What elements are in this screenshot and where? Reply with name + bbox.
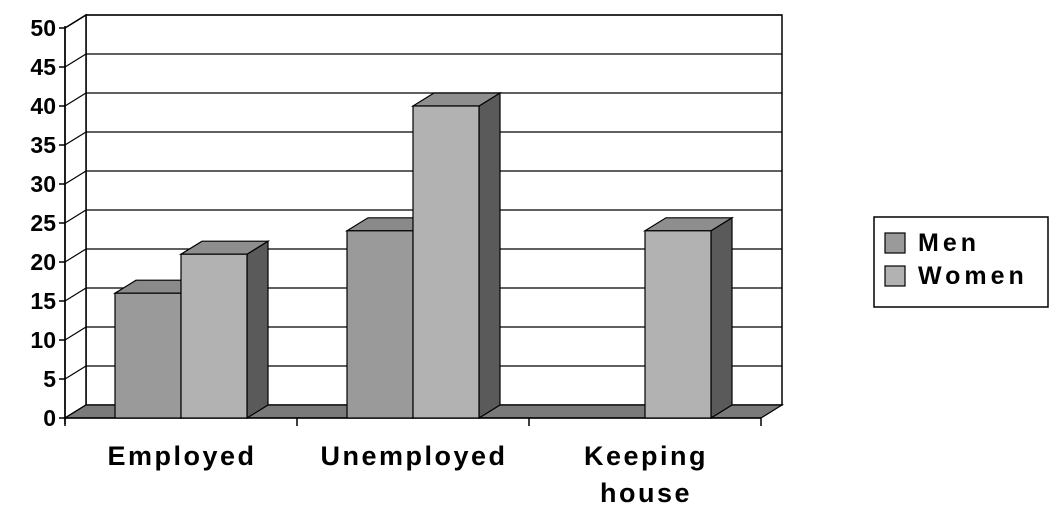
y-tick-label: 0 — [43, 405, 56, 431]
y-tick-label: 30 — [30, 171, 56, 197]
gridline-side — [64, 287, 87, 302]
gridline-side — [64, 326, 87, 341]
legend-swatch-women — [884, 265, 906, 287]
bar-women-employed — [178, 240, 271, 420]
y-tick-label: 10 — [30, 327, 56, 353]
x-label-employed: Employed — [107, 441, 256, 471]
bar-women-employed-front — [180, 253, 248, 419]
bar-women-employed-side — [246, 240, 269, 420]
legend-label-men: Men — [918, 229, 980, 257]
bar-men-unemployed — [344, 216, 437, 420]
bar-men-employed-front — [114, 292, 182, 419]
y-tick-label: 5 — [43, 366, 56, 392]
bar-women-unemployed-front — [412, 105, 480, 419]
y-tick-label: 20 — [30, 249, 56, 275]
y-tick-label: 15 — [30, 288, 56, 314]
y-tick-label: 25 — [30, 210, 56, 236]
y-tick-labels: 0 5 10 15 20 25 30 35 40 45 50 — [30, 15, 56, 431]
gridline-side — [64, 14, 87, 29]
y-tick-label: 40 — [30, 93, 56, 119]
legend: Men Women — [873, 216, 1049, 308]
gridline-side — [64, 53, 87, 68]
bar-women-keeping-house-front — [644, 230, 712, 419]
y-tick-label: 50 — [30, 15, 56, 41]
bars — [112, 91, 735, 420]
x-category-labels: Employed Unemployed Keeping house — [107, 441, 708, 506]
bar-women-keeping-house — [642, 216, 735, 420]
legend-box — [873, 216, 1049, 308]
legend-label-women: Women — [918, 262, 1028, 290]
gridline-side — [64, 170, 87, 185]
x-label-keeping-house-line-1: Keeping — [584, 441, 708, 471]
gridline-side — [64, 92, 87, 107]
bar-men-unemployed-front — [346, 230, 414, 419]
x-label-unemployed: Unemployed — [320, 441, 507, 471]
bar-women-unemployed-side — [478, 91, 501, 420]
bar-women-keeping-house-side — [710, 216, 733, 420]
gridline-side — [64, 365, 87, 380]
legend-swatch-men — [884, 232, 906, 254]
gridline-side — [64, 209, 87, 224]
bar-women-unemployed — [410, 91, 503, 420]
y-tick-label: 35 — [30, 132, 56, 158]
gridline-side — [64, 131, 87, 146]
gridline-side — [64, 248, 87, 263]
y-tick-label: 45 — [30, 54, 56, 80]
x-label-keeping-house-line-2: house — [600, 478, 692, 506]
